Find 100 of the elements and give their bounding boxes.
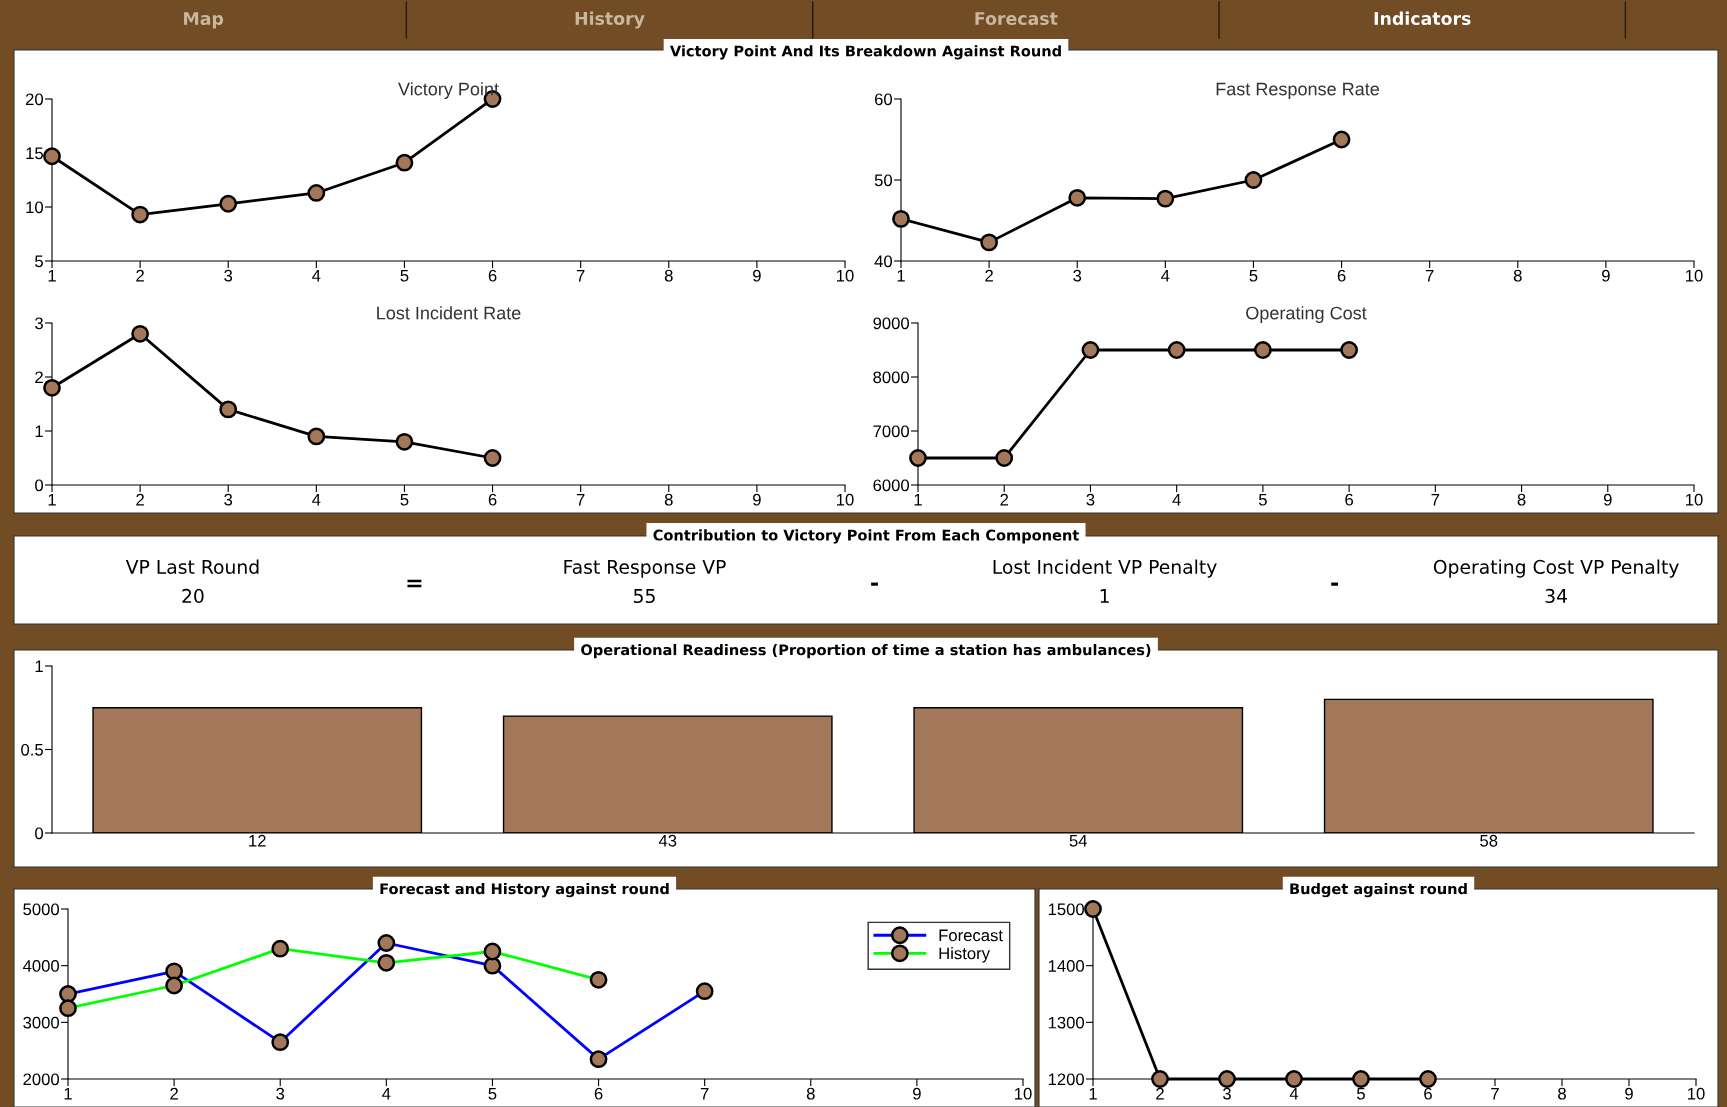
- y-tick-label: 10: [26, 201, 44, 214]
- point: [395, 153, 414, 172]
- x-tick-label: 9: [1602, 269, 1610, 282]
- x-tick-label: 3: [1223, 1087, 1231, 1100]
- point: [307, 184, 326, 202]
- x-tick-label: 6: [488, 493, 497, 506]
- point: [219, 194, 238, 213]
- y-tick-label: 0: [35, 827, 44, 840]
- chart-title: Operating Cost: [1246, 306, 1367, 323]
- y-tick-label: 5: [35, 255, 43, 268]
- x-tick-label: 10: [837, 493, 854, 506]
- chart-title: Fast Response Rate: [1216, 82, 1379, 99]
- y-tick-label: 3000: [23, 1016, 60, 1029]
- x-tick-label: 10: [1015, 1087, 1032, 1100]
- y-tick-label: 20: [25, 93, 44, 106]
- y-tick-label: 2000: [23, 1073, 60, 1086]
- x-tick-label: 9: [753, 493, 761, 506]
- point: [395, 432, 414, 451]
- y-tick-label: 15: [26, 147, 43, 160]
- x-tick-label: 43: [658, 834, 677, 847]
- y-tick-label: 2: [35, 371, 43, 384]
- x-tick-label: 5: [400, 493, 409, 506]
- x-tick-label: 4: [1161, 269, 1170, 282]
- chart-title: Budget against round: [1290, 882, 1467, 898]
- x-tick-label: 3: [276, 1087, 285, 1100]
- text: Map: [184, 12, 224, 29]
- text: VP Last Round: [125, 559, 259, 574]
- text: Operating Cost VP Penalty: [1433, 559, 1679, 578]
- point: [1068, 188, 1087, 207]
- x-tick-label: 5: [1249, 269, 1258, 282]
- point: [1332, 130, 1351, 149]
- x-tick-label: 8: [806, 1087, 815, 1100]
- text: 55: [634, 589, 655, 604]
- x-tick-label: 10: [1686, 493, 1703, 506]
- y-tick-label: 1300: [1048, 1016, 1085, 1029]
- x-tick-label: 8: [1517, 493, 1526, 506]
- legend-label: History: [939, 947, 990, 963]
- x-tick-label: 4: [312, 269, 321, 282]
- text: History: [575, 11, 645, 29]
- y-tick-label: 9000: [873, 317, 910, 330]
- point: [43, 147, 61, 166]
- y-tick-label: 0: [35, 479, 44, 492]
- text: -: [871, 582, 878, 586]
- y-tick-label: 40: [874, 255, 893, 268]
- y-tick-label: 5000: [23, 903, 60, 916]
- y-tick-label: 0.5: [21, 743, 43, 756]
- point: [483, 449, 502, 467]
- point: [219, 400, 238, 419]
- x-tick-label: 3: [224, 493, 233, 506]
- x-tick-label: 5: [400, 269, 409, 282]
- x-tick-label: 12: [249, 834, 266, 847]
- x-tick-label: 3: [224, 269, 233, 282]
- x-tick-label: 6: [1424, 1087, 1432, 1100]
- x-tick-label: 10: [837, 269, 854, 282]
- point: [131, 205, 149, 224]
- chart-title: Forecast and History against round: [380, 882, 669, 898]
- text: 1: [1100, 589, 1109, 603]
- x-tick-label: 6: [1345, 493, 1354, 506]
- chart-title: Victory Point: [398, 82, 499, 99]
- x-tick-label: 9: [753, 269, 761, 282]
- x-tick-label: 5: [488, 1087, 497, 1100]
- chart-title: Lost Incident Rate: [377, 306, 521, 320]
- x-tick-label: 2: [170, 1087, 178, 1100]
- x-tick-label: 5: [1258, 493, 1267, 506]
- x-tick-label: 3: [1086, 493, 1095, 506]
- point: [1156, 189, 1175, 208]
- x-tick-label: 10: [1688, 1087, 1705, 1100]
- y-tick-label: 60: [874, 93, 893, 106]
- x-tick-label: 2: [136, 269, 144, 282]
- x-tick-label: 1: [64, 1087, 72, 1100]
- text: Fast Response VP: [564, 560, 726, 578]
- point: [43, 378, 61, 397]
- x-tick-label: 2: [136, 493, 144, 506]
- x-tick-label: 7: [576, 269, 585, 282]
- x-tick-label: 8: [1558, 1087, 1566, 1100]
- y-tick-label: 50: [874, 174, 893, 187]
- legend-label: Forecast: [939, 929, 1003, 942]
- point: [1244, 171, 1263, 189]
- point: [131, 324, 149, 343]
- x-tick-label: 4: [312, 493, 321, 506]
- y-tick-label: 7000: [873, 425, 910, 438]
- x-tick-label: 2: [985, 269, 993, 282]
- x-tick-label: 6: [488, 269, 497, 282]
- x-tick-label: 7: [576, 493, 585, 506]
- chart-title: Operational Readiness (Proportion of time a station has ambulances): [581, 644, 1151, 659]
- text: Forecast: [975, 12, 1058, 26]
- x-tick-label: 2: [1000, 493, 1009, 506]
- y-tick-label: 3: [35, 317, 43, 330]
- y-tick-label: 8000: [873, 371, 910, 384]
- text: -: [1331, 582, 1339, 586]
- x-tick-label: 4: [382, 1087, 391, 1100]
- text: Indicators: [1374, 11, 1471, 26]
- x-tick-label: 10: [1686, 269, 1703, 282]
- x-tick-label: 5: [1357, 1087, 1365, 1100]
- text: =: [407, 579, 422, 588]
- x-tick-label: 54: [1069, 835, 1088, 847]
- x-tick-label: 9: [913, 1087, 921, 1100]
- text: Contribution to Victory Point From Each Component: [653, 529, 1079, 544]
- text: Victory Point And Its Breakdown Against Round: [669, 45, 1061, 60]
- x-tick-label: 8: [664, 269, 673, 282]
